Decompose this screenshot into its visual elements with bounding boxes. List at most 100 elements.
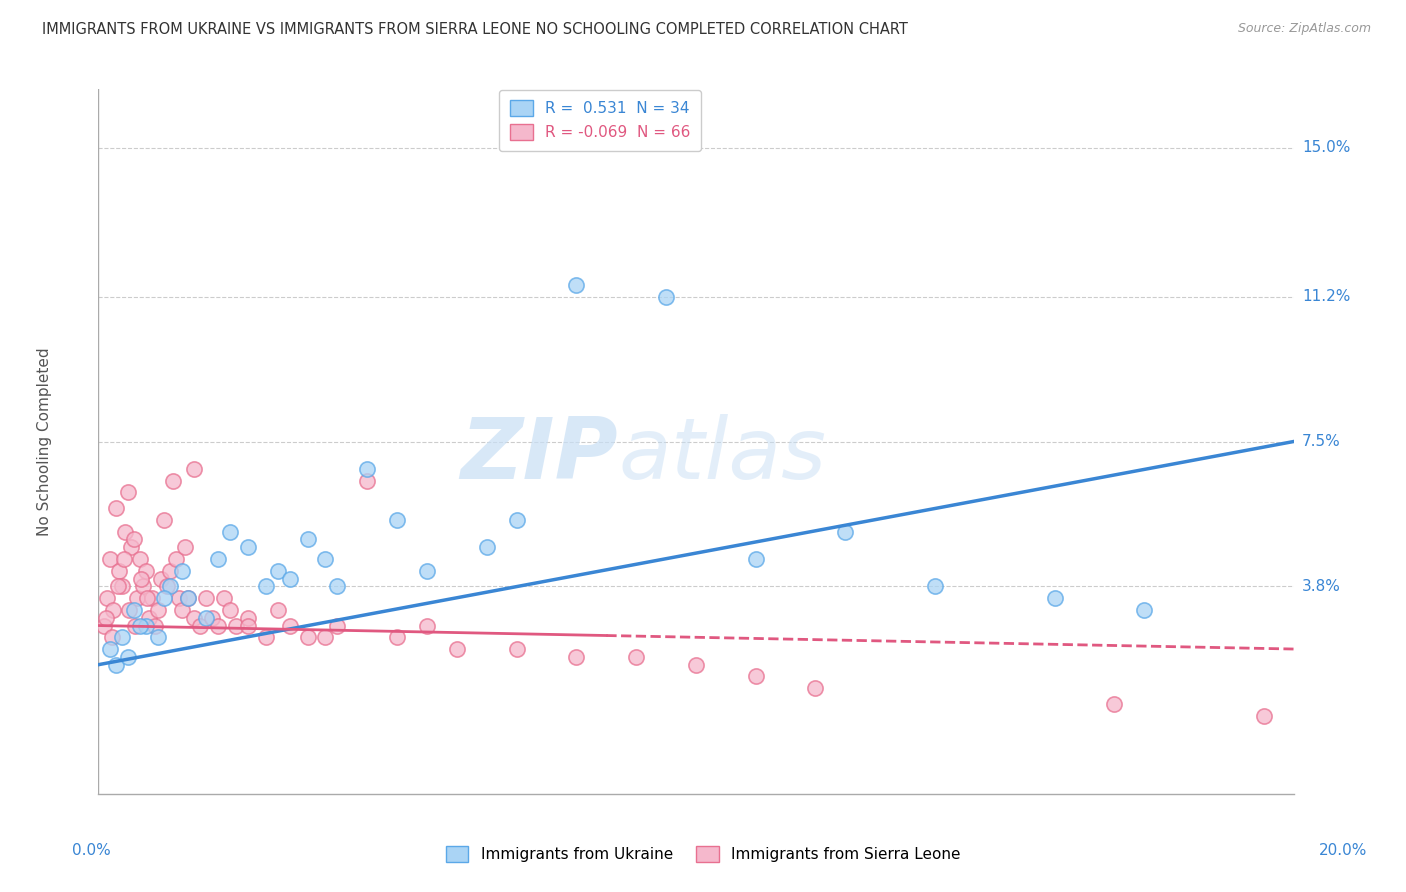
Point — [1043, 591, 1066, 606]
Point — [148, 630, 170, 644]
Point — [177, 591, 200, 606]
Point — [212, 591, 235, 606]
Text: Source: ZipAtlas.com: Source: ZipAtlas.com — [1237, 22, 1371, 36]
Point — [195, 610, 218, 624]
Point — [103, 603, 125, 617]
Point — [136, 591, 159, 606]
Text: 15.0%: 15.0% — [1302, 140, 1350, 155]
Point — [924, 579, 946, 593]
Point — [138, 610, 160, 624]
Point — [326, 618, 349, 632]
Point — [506, 513, 529, 527]
Point — [172, 603, 194, 617]
Point — [114, 524, 136, 539]
Point — [150, 572, 173, 586]
Point — [254, 630, 277, 644]
Point — [804, 681, 827, 696]
Point — [446, 642, 468, 657]
Point — [174, 540, 197, 554]
Point — [834, 524, 856, 539]
Point — [98, 642, 122, 657]
Point — [131, 572, 153, 586]
Point — [315, 630, 337, 644]
Point — [745, 552, 768, 566]
Text: 0.0%: 0.0% — [72, 843, 111, 858]
Point — [135, 564, 157, 578]
Point — [267, 564, 290, 578]
Point — [315, 552, 337, 566]
Point — [153, 513, 176, 527]
Point — [565, 277, 588, 292]
Point — [117, 649, 139, 664]
Point — [297, 533, 319, 547]
Point — [195, 591, 218, 606]
Point — [219, 603, 242, 617]
Point — [111, 579, 134, 593]
Point — [107, 579, 129, 593]
Point — [112, 552, 135, 566]
Point — [124, 533, 146, 547]
Point — [153, 591, 176, 606]
Point — [172, 564, 194, 578]
Point — [156, 579, 179, 593]
Point — [278, 618, 301, 632]
Point — [165, 552, 187, 566]
Point — [219, 524, 242, 539]
Point — [655, 290, 678, 304]
Point — [745, 669, 768, 683]
Point — [565, 649, 588, 664]
Point — [385, 630, 409, 644]
Point — [159, 564, 181, 578]
Point — [626, 649, 648, 664]
Point — [416, 564, 439, 578]
Point — [356, 462, 378, 476]
Point — [141, 591, 163, 606]
Point — [685, 657, 707, 672]
Point — [105, 657, 128, 672]
Point — [105, 501, 128, 516]
Legend: R =  0.531  N = 34, R = -0.069  N = 66: R = 0.531 N = 34, R = -0.069 N = 66 — [499, 90, 702, 151]
Point — [94, 610, 117, 624]
Point — [127, 591, 149, 606]
Point — [111, 630, 134, 644]
Point — [236, 540, 259, 554]
Point — [129, 552, 152, 566]
Text: IMMIGRANTS FROM UKRAINE VS IMMIGRANTS FROM SIERRA LEONE NO SCHOOLING COMPLETED C: IMMIGRANTS FROM UKRAINE VS IMMIGRANTS FR… — [42, 22, 908, 37]
Text: ZIP: ZIP — [461, 414, 619, 497]
Point — [93, 618, 115, 632]
Point — [1253, 708, 1275, 723]
Point — [385, 513, 409, 527]
Point — [207, 552, 229, 566]
Point — [135, 618, 157, 632]
Point — [124, 618, 146, 632]
Text: 3.8%: 3.8% — [1302, 579, 1341, 594]
Point — [129, 618, 152, 632]
Point — [148, 603, 170, 617]
Point — [506, 642, 529, 657]
Point — [162, 474, 184, 488]
Point — [108, 564, 131, 578]
Point — [236, 618, 259, 632]
Point — [356, 474, 378, 488]
Text: 7.5%: 7.5% — [1302, 434, 1340, 449]
Point — [167, 591, 190, 606]
Point — [236, 610, 259, 624]
Legend: Immigrants from Ukraine, Immigrants from Sierra Leone: Immigrants from Ukraine, Immigrants from… — [440, 840, 966, 868]
Point — [267, 603, 290, 617]
Point — [177, 591, 200, 606]
Point — [159, 579, 181, 593]
Point — [117, 485, 139, 500]
Point — [98, 552, 122, 566]
Text: atlas: atlas — [619, 414, 827, 497]
Point — [143, 618, 166, 632]
Point — [120, 540, 142, 554]
Point — [475, 540, 498, 554]
Point — [416, 618, 439, 632]
Point — [254, 579, 277, 593]
Point — [225, 618, 247, 632]
Point — [183, 462, 205, 476]
Point — [1104, 697, 1126, 711]
Point — [326, 579, 349, 593]
Text: 11.2%: 11.2% — [1302, 289, 1350, 304]
Text: No Schooling Completed: No Schooling Completed — [37, 347, 52, 536]
